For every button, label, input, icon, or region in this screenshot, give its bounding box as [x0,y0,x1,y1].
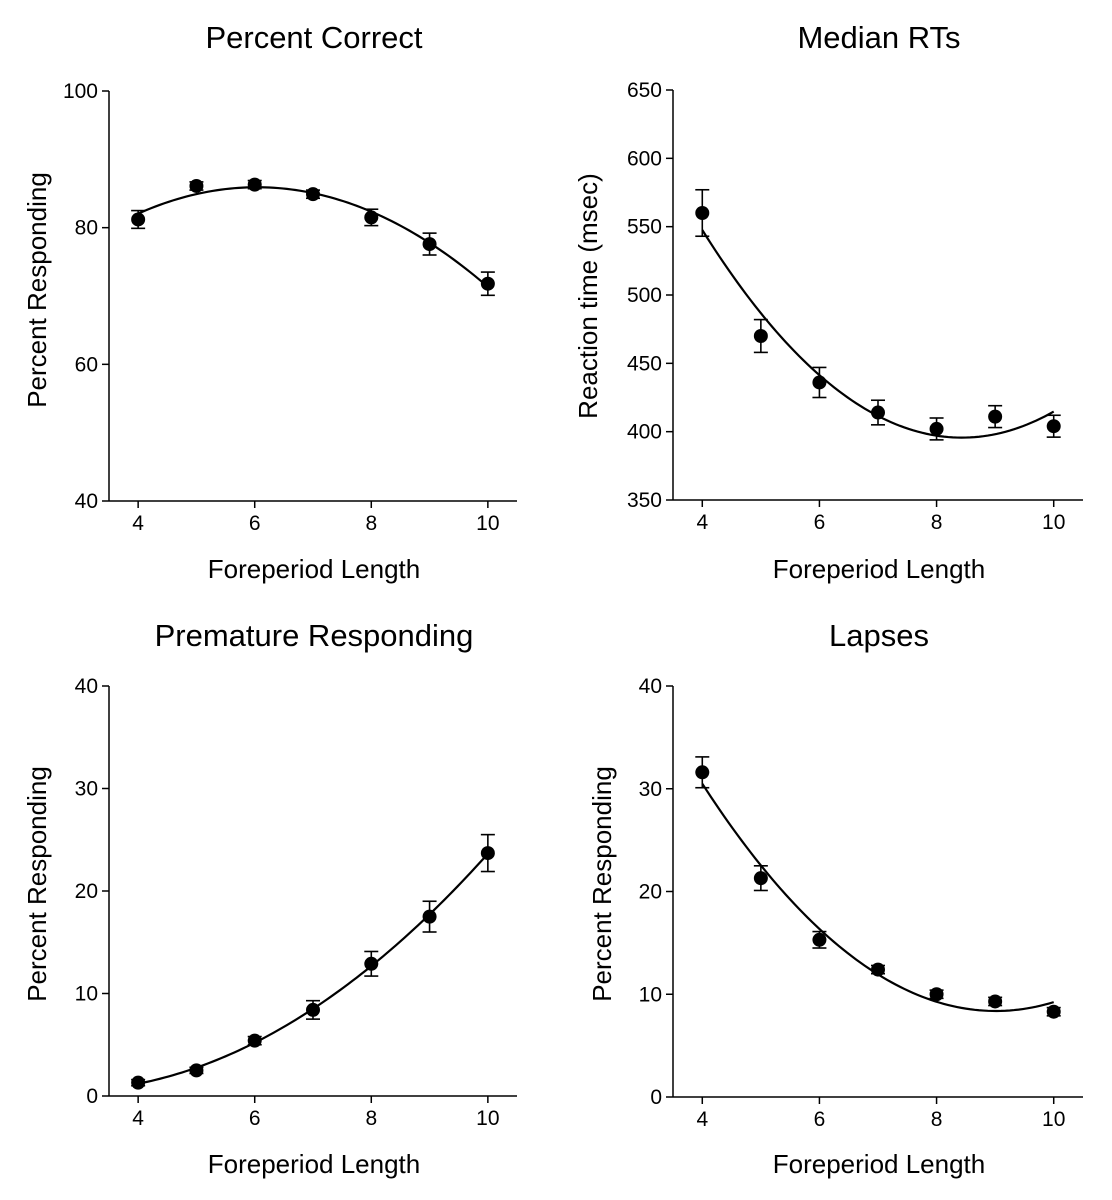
y-tick-label: 0 [86,1085,98,1108]
y-tick-label: 40 [75,675,98,698]
y-tick-label: 20 [75,880,98,903]
y-tick-label: 400 [627,421,662,444]
y-tick-label: 20 [639,881,662,904]
data-point [422,237,437,252]
data-point [306,1002,320,1017]
data-point [247,177,262,192]
x-axis-label: Foreperiod Length [773,1149,985,1179]
y-tick-label: 60 [75,353,98,376]
data-point [988,994,1003,1009]
data-point [306,187,320,202]
data-point [812,932,827,947]
data-point [480,276,495,291]
data-point [131,1075,146,1090]
x-axis-label: Foreperiod Length [208,554,420,584]
data-point [812,375,827,390]
data-point [364,956,379,971]
y-tick-label: 40 [639,675,662,698]
data-point [189,1063,204,1078]
panel-lapses: Lapses Percent Responding Foreperiod Len… [587,618,1083,1179]
x-tick-label: 8 [365,512,377,535]
x-tick-label: 8 [931,1108,943,1131]
x-tick-label: 8 [365,1107,377,1130]
data-point [929,987,944,1002]
data-point [131,212,146,227]
y-axis-label: Reaction time (msec) [573,173,603,419]
x-tick-label: 4 [132,512,144,535]
y-tick-label: 30 [75,778,98,801]
data-point [364,210,379,225]
x-tick-label: 4 [696,511,708,534]
x-axis-label: Foreperiod Length [773,554,985,584]
data-point [753,329,768,343]
y-tick-label: 650 [627,79,662,102]
x-tick-label: 6 [249,512,261,535]
data-point [247,1033,262,1048]
chart-title: Percent Correct [205,20,422,55]
x-tick-label: 6 [814,511,826,534]
y-axis-label: Percent Responding [587,766,617,1002]
y-axis-label: Percent Responding [22,172,52,408]
data-point [695,206,710,220]
x-tick-label: 4 [132,1107,144,1130]
data-point [871,405,885,420]
x-tick-label: 4 [696,1108,708,1131]
y-tick-label: 450 [627,352,662,375]
data-point [1046,1004,1061,1019]
fit-curve [137,186,489,288]
y-tick-label: 500 [627,284,662,307]
y-tick-label: 600 [627,147,662,170]
data-point [988,409,1003,424]
data-point [480,846,495,861]
fit-curve [137,853,489,1085]
data-point [189,178,204,193]
data-point [422,909,437,924]
panel-percent-correct: Percent Correct Percent Responding Forep… [22,20,517,584]
chart-title: Premature Responding [155,618,474,653]
y-axis-label: Percent Responding [22,766,52,1002]
y-tick-label: 10 [639,983,662,1006]
data-point [929,421,944,436]
y-tick-label: 0 [650,1086,662,1109]
x-tick-label: 8 [931,511,943,534]
y-tick-label: 40 [75,490,98,513]
chart-title: Median RTs [797,20,960,55]
y-tick-label: 10 [75,983,98,1006]
y-tick-label: 350 [627,489,662,512]
x-tick-label: 10 [476,1107,499,1130]
data-point [1046,419,1061,434]
data-point [871,962,885,977]
x-axis-label: Foreperiod Length [208,1149,420,1179]
y-tick-label: 30 [639,778,662,801]
panel-median-rts: Median RTs Reaction time (msec) Foreperi… [573,20,1083,584]
chart-title: Lapses [829,618,929,653]
data-point [753,871,768,886]
x-tick-label: 6 [814,1108,826,1131]
x-tick-label: 10 [1042,511,1065,534]
x-tick-label: 10 [1042,1108,1065,1131]
x-tick-label: 6 [249,1107,261,1130]
x-tick-label: 10 [476,512,499,535]
y-tick-label: 550 [627,216,662,239]
y-tick-label: 80 [75,217,98,240]
y-tick-label: 100 [63,80,98,103]
fit-curve [701,783,1055,1013]
data-point [695,765,710,780]
panel-premature-responding: Premature Responding Percent Responding … [22,618,517,1179]
